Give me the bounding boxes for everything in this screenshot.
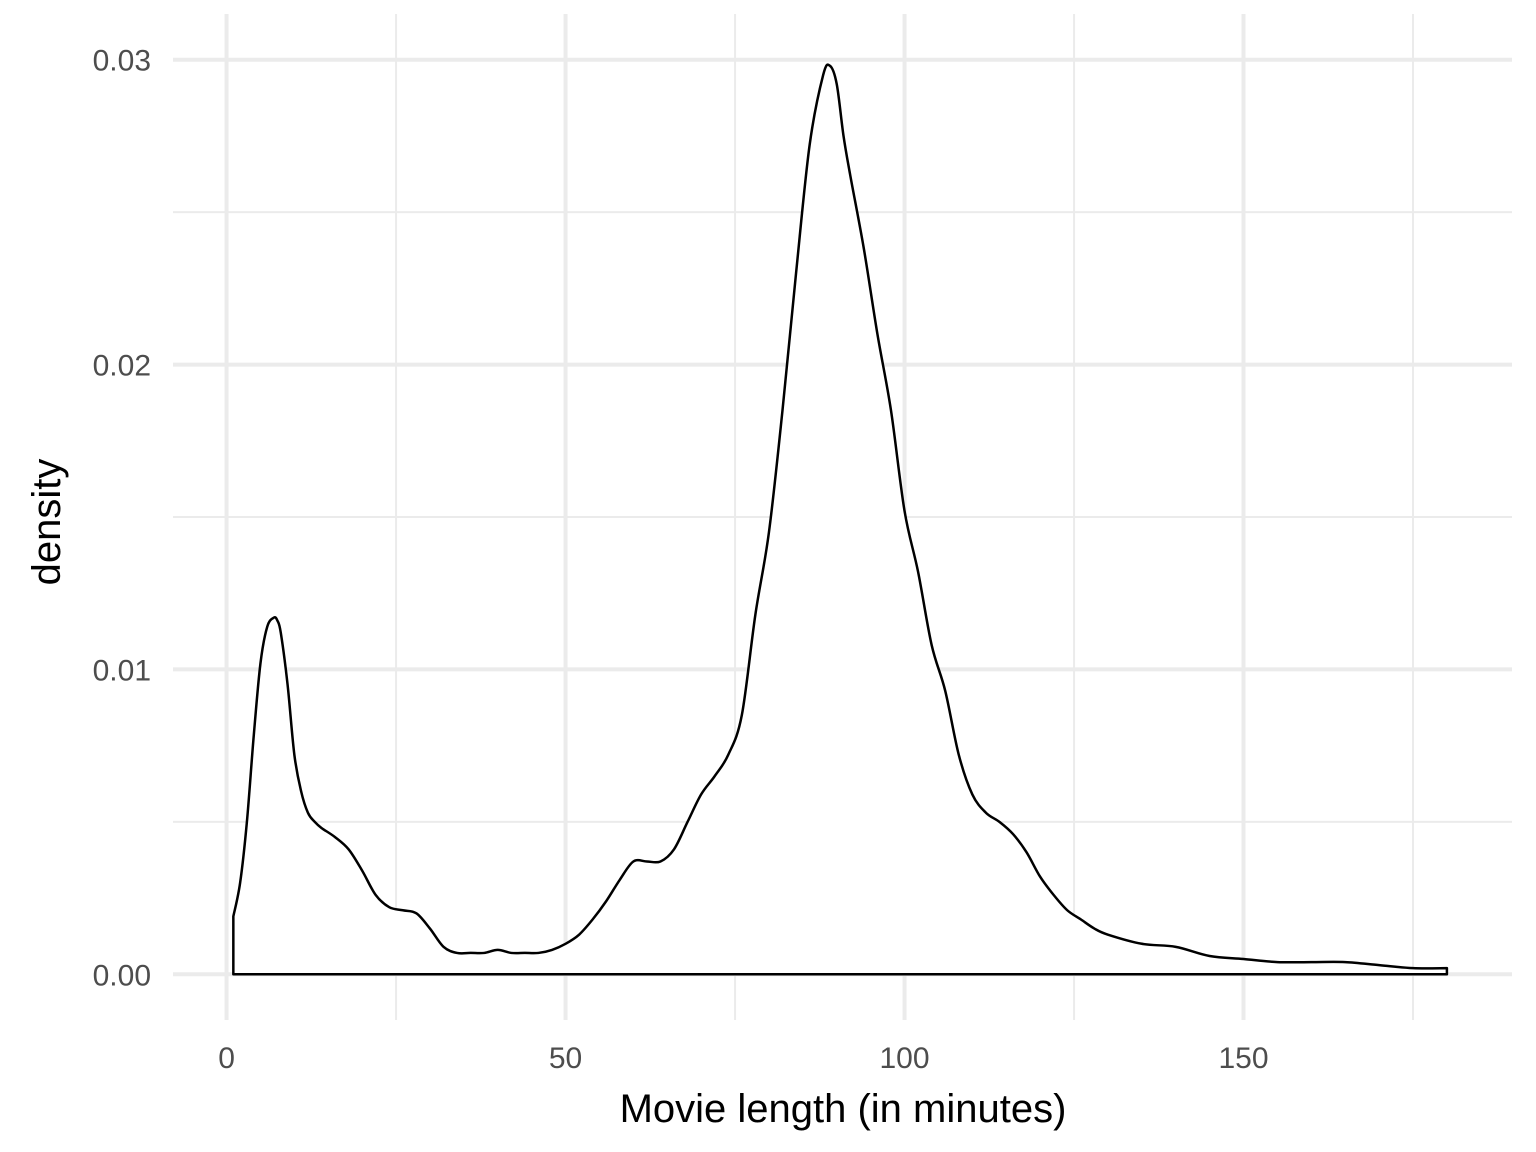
density-curve	[232, 63, 1449, 976]
y-tick-label: 0.01	[93, 654, 151, 687]
y-tick-label: 0.03	[93, 45, 151, 78]
x-tick-label: 150	[1218, 1042, 1268, 1075]
x-axis-title: Movie length (in minutes)	[620, 1087, 1067, 1131]
x-axis-ticks: 0 50 100 150	[218, 1042, 1268, 1075]
y-axis-ticks: 0.00 0.01 0.02 0.03	[93, 45, 151, 993]
y-axis-title: density	[25, 459, 69, 586]
x-tick-label: 100	[880, 1042, 930, 1075]
y-tick-label: 0.02	[93, 350, 151, 383]
x-tick-label: 50	[549, 1042, 582, 1075]
x-tick-label: 0	[218, 1042, 235, 1075]
y-tick-label: 0.00	[93, 959, 151, 992]
density-series	[232, 63, 1449, 976]
